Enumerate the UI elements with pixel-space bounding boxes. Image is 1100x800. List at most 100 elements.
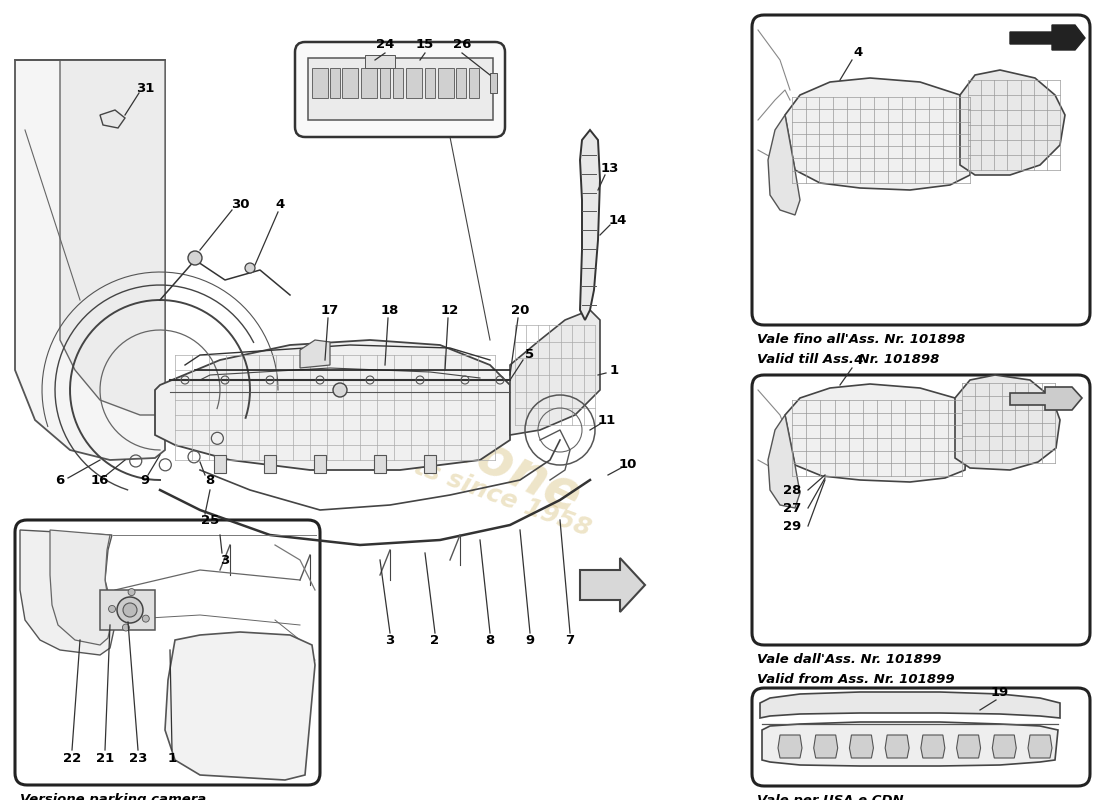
Polygon shape <box>15 60 165 460</box>
Polygon shape <box>510 310 600 435</box>
Text: 4: 4 <box>854 354 862 366</box>
Text: 15: 15 <box>416 38 434 51</box>
Polygon shape <box>760 692 1060 718</box>
Bar <box>438 68 454 98</box>
Text: 19: 19 <box>991 686 1009 699</box>
Text: 8: 8 <box>485 634 495 646</box>
Circle shape <box>109 606 116 613</box>
Text: 29: 29 <box>783 519 801 533</box>
Text: 24: 24 <box>376 38 394 51</box>
Bar <box>424 455 436 473</box>
Text: 13: 13 <box>601 162 619 174</box>
Bar <box>456 68 466 98</box>
Bar <box>406 68 422 98</box>
Polygon shape <box>580 558 645 612</box>
Text: 3: 3 <box>220 554 230 566</box>
Text: 22: 22 <box>63 751 81 765</box>
Text: 20: 20 <box>510 303 529 317</box>
Text: 17: 17 <box>321 303 339 317</box>
Bar <box>365 55 395 68</box>
Circle shape <box>188 251 202 265</box>
Bar <box>361 68 377 98</box>
Bar <box>264 455 276 473</box>
Polygon shape <box>814 735 838 758</box>
Bar <box>214 455 225 473</box>
Bar <box>490 73 497 93</box>
Circle shape <box>245 263 255 273</box>
Polygon shape <box>960 70 1065 175</box>
Text: 11: 11 <box>598 414 616 426</box>
Circle shape <box>122 624 130 631</box>
Bar <box>469 68 478 98</box>
Polygon shape <box>921 735 945 758</box>
Polygon shape <box>155 340 510 470</box>
Bar <box>312 68 328 98</box>
Polygon shape <box>762 722 1058 766</box>
Bar <box>393 68 403 98</box>
Polygon shape <box>1010 25 1085 50</box>
Text: 18: 18 <box>381 303 399 317</box>
Bar <box>100 590 155 630</box>
Text: parts since 1958: parts since 1958 <box>366 438 594 542</box>
Polygon shape <box>778 735 802 758</box>
Text: 8: 8 <box>206 474 214 486</box>
Polygon shape <box>50 530 112 645</box>
Bar <box>425 68 435 98</box>
Text: 30: 30 <box>231 198 250 211</box>
Polygon shape <box>957 735 980 758</box>
Text: 12: 12 <box>441 303 459 317</box>
Polygon shape <box>785 384 968 482</box>
Polygon shape <box>849 735 873 758</box>
Text: Vale fino all'Ass. Nr. 101898: Vale fino all'Ass. Nr. 101898 <box>757 333 966 346</box>
Text: 28: 28 <box>783 483 801 497</box>
Text: 5: 5 <box>526 349 535 362</box>
Polygon shape <box>768 415 800 508</box>
Circle shape <box>333 383 346 397</box>
Polygon shape <box>886 735 909 758</box>
Polygon shape <box>20 530 115 655</box>
Text: 14: 14 <box>608 214 627 226</box>
Circle shape <box>142 615 150 622</box>
Polygon shape <box>165 632 315 780</box>
FancyBboxPatch shape <box>752 375 1090 645</box>
Text: 4: 4 <box>854 46 862 58</box>
Bar <box>314 455 326 473</box>
Bar <box>330 68 340 98</box>
Polygon shape <box>60 60 165 415</box>
Polygon shape <box>768 115 800 215</box>
Text: 23: 23 <box>129 751 147 765</box>
Text: & passione: & passione <box>271 337 590 523</box>
Text: 3: 3 <box>385 634 395 646</box>
Text: Vale dall'Ass. Nr. 101899: Vale dall'Ass. Nr. 101899 <box>757 653 942 666</box>
Text: 1: 1 <box>609 363 618 377</box>
FancyBboxPatch shape <box>752 15 1090 325</box>
Text: 7: 7 <box>565 634 574 646</box>
Text: 16: 16 <box>91 474 109 486</box>
Text: 25: 25 <box>201 514 219 526</box>
Text: Vale per USA e CDN: Vale per USA e CDN <box>757 794 903 800</box>
Text: 6: 6 <box>55 474 65 486</box>
Polygon shape <box>100 110 125 128</box>
Circle shape <box>128 589 135 595</box>
Text: Versione parking camera: Versione parking camera <box>20 793 207 800</box>
FancyBboxPatch shape <box>752 688 1090 786</box>
Polygon shape <box>785 78 975 190</box>
Bar <box>342 68 358 98</box>
Text: 31: 31 <box>135 82 154 94</box>
Text: 4: 4 <box>275 198 285 211</box>
FancyBboxPatch shape <box>295 42 505 137</box>
Polygon shape <box>300 340 330 368</box>
Text: 26: 26 <box>453 38 471 51</box>
Circle shape <box>123 603 138 617</box>
Text: 2: 2 <box>430 634 440 646</box>
Polygon shape <box>992 735 1016 758</box>
Text: 9: 9 <box>526 634 535 646</box>
Bar <box>379 68 390 98</box>
Polygon shape <box>580 130 600 320</box>
Polygon shape <box>955 375 1060 470</box>
Bar <box>374 455 386 473</box>
Polygon shape <box>1010 387 1082 410</box>
Bar <box>308 58 493 120</box>
Text: 9: 9 <box>141 474 150 486</box>
Text: Valid till Ass. Nr. 101898: Valid till Ass. Nr. 101898 <box>757 353 939 366</box>
